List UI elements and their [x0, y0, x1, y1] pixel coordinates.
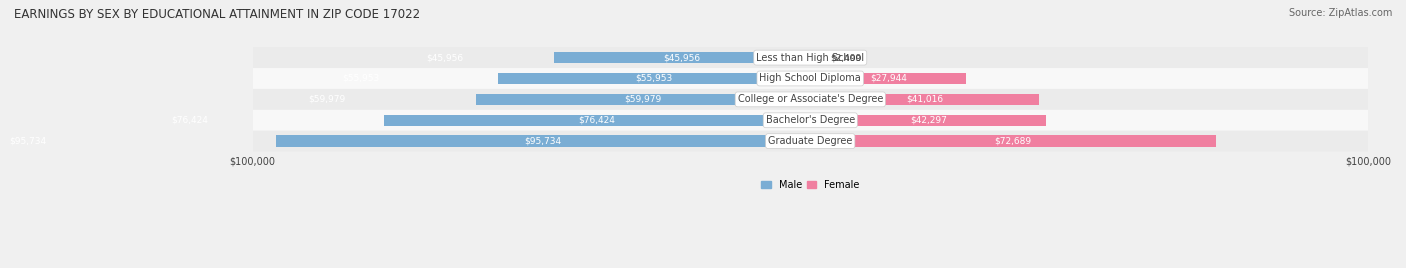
Text: $95,734: $95,734 [524, 137, 562, 146]
Text: $76,424: $76,424 [172, 116, 208, 125]
Bar [810, 114, 1046, 126]
Text: Graduate Degree: Graduate Degree [768, 136, 852, 146]
Text: $76,424: $76,424 [579, 116, 616, 125]
Bar [810, 52, 824, 63]
FancyBboxPatch shape [253, 68, 1368, 89]
Text: EARNINGS BY SEX BY EDUCATIONAL ATTAINMENT IN ZIP CODE 17022: EARNINGS BY SEX BY EDUCATIONAL ATTAINMEN… [14, 8, 420, 21]
Text: $2,499: $2,499 [830, 53, 860, 62]
Legend: Male, Female: Male, Female [758, 176, 863, 194]
Text: $55,953: $55,953 [342, 74, 380, 83]
FancyBboxPatch shape [253, 131, 1368, 152]
Bar [277, 135, 810, 147]
Text: $42,297: $42,297 [910, 116, 946, 125]
Text: Bachelor's Degree: Bachelor's Degree [766, 115, 855, 125]
Bar [810, 73, 966, 84]
Text: College or Associate's Degree: College or Associate's Degree [738, 94, 883, 104]
Text: $59,979: $59,979 [624, 95, 662, 104]
Bar [810, 135, 1216, 147]
Text: $72,689: $72,689 [994, 137, 1032, 146]
Text: $55,953: $55,953 [636, 74, 673, 83]
Text: High School Diploma: High School Diploma [759, 73, 860, 84]
Text: $45,956: $45,956 [426, 53, 463, 62]
FancyBboxPatch shape [253, 89, 1368, 110]
Text: Source: ZipAtlas.com: Source: ZipAtlas.com [1288, 8, 1392, 18]
Text: $59,979: $59,979 [308, 95, 346, 104]
Text: $95,734: $95,734 [10, 137, 46, 146]
Text: Less than High School: Less than High School [756, 53, 865, 63]
FancyBboxPatch shape [253, 110, 1368, 131]
Bar [554, 52, 810, 63]
Text: $45,956: $45,956 [664, 53, 700, 62]
Text: $41,016: $41,016 [905, 95, 943, 104]
Bar [384, 114, 810, 126]
Bar [475, 94, 810, 105]
Bar [810, 94, 1039, 105]
Text: $27,944: $27,944 [870, 74, 907, 83]
FancyBboxPatch shape [253, 47, 1368, 68]
Bar [498, 73, 810, 84]
